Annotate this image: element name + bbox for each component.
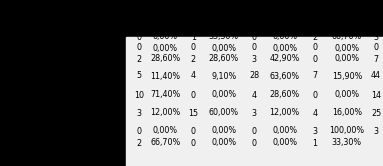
- Text: 2: 2: [136, 138, 142, 148]
- Text: 0,00%: 0,00%: [211, 43, 236, 52]
- Text: 0: 0: [252, 138, 257, 148]
- Text: 0: 0: [191, 126, 196, 135]
- Text: 63,60%: 63,60%: [270, 72, 300, 81]
- Text: 0: 0: [373, 43, 378, 52]
- Text: 14: 14: [371, 90, 381, 99]
- Text: 33,30%: 33,30%: [332, 138, 362, 148]
- Text: 3: 3: [252, 54, 257, 64]
- Text: 28,60%: 28,60%: [150, 54, 180, 64]
- Text: 3: 3: [252, 109, 257, 118]
- Text: 0,00%: 0,00%: [211, 138, 236, 148]
- Text: 15: 15: [188, 109, 198, 118]
- Text: 28: 28: [249, 72, 259, 81]
- Text: 0,00%: 0,00%: [211, 90, 236, 99]
- Text: 2: 2: [313, 33, 318, 42]
- Text: 28,60%: 28,60%: [270, 90, 300, 99]
- Text: 0,00%: 0,00%: [153, 33, 178, 42]
- Text: 4: 4: [252, 90, 257, 99]
- Text: 28,60%: 28,60%: [209, 54, 239, 64]
- Text: 2: 2: [191, 54, 196, 64]
- Text: 100,00%: 100,00%: [329, 126, 365, 135]
- Text: 0: 0: [313, 90, 318, 99]
- Text: 0,00%: 0,00%: [272, 33, 297, 42]
- Text: 3: 3: [313, 126, 318, 135]
- Text: 11,40%: 11,40%: [151, 72, 180, 81]
- Text: 0: 0: [252, 43, 257, 52]
- Text: 5: 5: [136, 72, 142, 81]
- Text: 0,00%: 0,00%: [272, 43, 297, 52]
- Text: 10: 10: [134, 90, 144, 99]
- Text: 0: 0: [136, 126, 142, 135]
- Text: 0,00%: 0,00%: [334, 43, 360, 52]
- Bar: [126, 37, 383, 166]
- Text: 4: 4: [191, 72, 196, 81]
- Text: 44: 44: [371, 72, 381, 81]
- Text: 3: 3: [136, 109, 142, 118]
- Text: 15,90%: 15,90%: [332, 72, 362, 81]
- Text: 0,00%: 0,00%: [153, 43, 178, 52]
- Text: 0: 0: [136, 33, 142, 42]
- Text: 0: 0: [313, 43, 318, 52]
- Text: 16,00%: 16,00%: [332, 109, 362, 118]
- Text: 0: 0: [313, 54, 318, 64]
- Text: 66,70%: 66,70%: [150, 138, 180, 148]
- Text: 0,00%: 0,00%: [153, 126, 178, 135]
- Text: 1: 1: [313, 138, 318, 148]
- Text: 71,40%: 71,40%: [150, 90, 180, 99]
- Text: 1: 1: [191, 33, 196, 42]
- Text: 7: 7: [373, 54, 379, 64]
- Text: 0,00%: 0,00%: [272, 138, 297, 148]
- Text: 4: 4: [313, 109, 318, 118]
- Text: 3: 3: [373, 33, 378, 42]
- Text: 0,00%: 0,00%: [272, 126, 297, 135]
- Text: 0: 0: [252, 126, 257, 135]
- Text: 33,30%: 33,30%: [209, 33, 239, 42]
- Text: 3: 3: [373, 126, 378, 135]
- Text: 0,00%: 0,00%: [211, 126, 236, 135]
- Text: 9,10%: 9,10%: [211, 72, 236, 81]
- Text: 0: 0: [191, 90, 196, 99]
- Text: 0,00%: 0,00%: [334, 90, 360, 99]
- Text: 12,00%: 12,00%: [150, 109, 180, 118]
- Text: 42,90%: 42,90%: [270, 54, 300, 64]
- Text: 0: 0: [191, 43, 196, 52]
- Text: 0,00%: 0,00%: [334, 54, 360, 64]
- Text: 2: 2: [136, 54, 142, 64]
- Text: 7: 7: [313, 72, 318, 81]
- Text: 0: 0: [252, 33, 257, 42]
- Text: 60,00%: 60,00%: [209, 109, 239, 118]
- Text: 25: 25: [371, 109, 381, 118]
- Text: 12,00%: 12,00%: [270, 109, 300, 118]
- Text: 0: 0: [191, 138, 196, 148]
- Text: 0: 0: [136, 43, 142, 52]
- Text: 66,70%: 66,70%: [332, 33, 362, 42]
